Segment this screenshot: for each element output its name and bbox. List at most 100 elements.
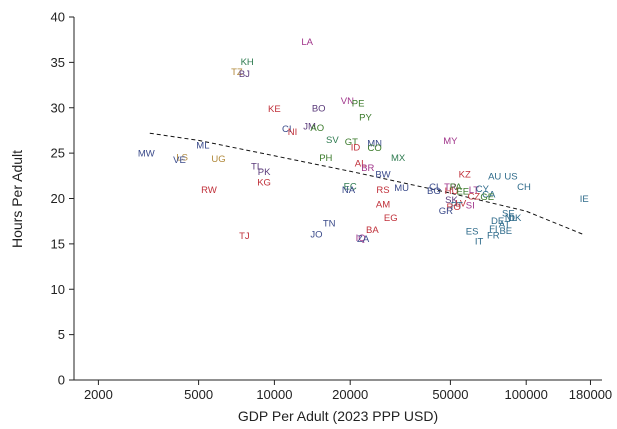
point-label-jo: JO [310,229,322,240]
point-label-dk: DK [508,213,522,224]
point-label-ve: VE [173,155,186,166]
point-label-se: SE [502,209,515,220]
point-label-ec: EC [344,181,357,192]
point-label-it: IT [475,237,484,248]
point-label-bg: BG [427,186,441,197]
point-label-pt: PT [451,200,463,211]
point-label-fi: FI [489,224,497,235]
x-tick-label: 20000 [332,387,368,402]
y-tick-label: 25 [51,146,65,161]
y-tick-label: 35 [51,55,65,70]
point-label-kg: KG [257,178,271,189]
point-label-ba: BA [366,225,379,236]
point-label-de: DE [491,216,504,227]
point-label-bj: BJ [239,69,250,80]
point-label-sv: SV [326,135,339,146]
plot-area [74,17,602,380]
point-label-vn: VN [341,96,354,107]
point-label-mw: MW [138,149,155,160]
point-label-pa: PA [450,182,463,193]
point-label-nl: NL [505,213,517,224]
x-tick-label: 10000 [256,387,292,402]
point-label-tr: TR [444,182,457,193]
axes-layer: 0 5 10 15 20 25 30 35 40 2000 5000 10000 20000 50000 1… [51,10,613,403]
point-label-bw: BW [375,170,390,181]
point-label-id: ID [351,142,361,153]
point-label-jm: JM [303,121,316,132]
point-label-lv: LV [455,199,467,210]
point-label-cz: CZ [468,191,481,202]
point-label-ee: EE [456,187,469,198]
fit-line-layer [149,132,585,236]
point-label-na: NA [342,185,356,196]
point-label-lt: LT [469,185,480,196]
y-tick-label: 15 [51,236,65,251]
point-label-mu: MU [394,183,409,194]
point-label-us: US [504,171,517,182]
point-label-al: AL [355,159,367,170]
point-label-at: AT [499,219,511,230]
x-tick-label: 180000 [569,387,612,402]
point-label-hu: HU [445,186,459,197]
point-label-bo: BO [312,103,326,114]
point-label-gr: GR [439,206,453,217]
y-tick-label: 10 [51,282,65,297]
point-label-tz: TZ [231,67,243,78]
y-tick-label: 0 [58,373,65,388]
point-label-fr: FR [487,230,500,241]
point-label-iq: IQ [356,233,366,244]
point-label-ch: CH [517,182,531,193]
point-label-es: ES [466,227,479,238]
point-label-eg: EG [384,213,398,224]
point-label-pk: PK [258,167,271,178]
y-tick-label: 40 [51,10,65,25]
x-tick-label: 5000 [184,387,213,402]
point-label-ro: RO [446,202,460,213]
fit-line [149,132,585,236]
point-label-am: AM [376,199,390,210]
point-label-pe: PE [352,99,365,110]
point-label-ke: KE [268,104,281,115]
point-label-tn: TN [323,219,336,230]
y-tick-label: 30 [51,100,65,115]
y-axis-title: Hours Per Adult [9,150,25,248]
point-label-ci: CI [282,124,292,135]
point-label-py: PY [359,112,372,123]
point-label-ph: PH [319,153,332,164]
point-label-ao: AO [310,123,324,134]
point-label-kh: KH [241,57,254,68]
x-axis-title: GDP Per Adult (2023 PPP USD) [238,408,438,424]
point-label-mn: MN [367,139,382,150]
point-label-tj: TJ [239,231,250,242]
point-label-rs: RS [376,185,389,196]
point-label-rw: RW [201,185,217,196]
point-label-my: MY [443,136,458,147]
point-label-mx: MX [391,153,406,164]
point-label-cl: CL [429,182,441,193]
point-label-kz: KZ [459,170,471,181]
point-label-ls: LS [176,152,188,163]
point-label-ca: CA [482,190,496,201]
point-label-br: BR [361,163,374,174]
point-label-si: SI [466,200,475,211]
point-label-ni: NI [288,127,298,138]
point-label-ml: ML [196,141,209,152]
y-tick-label: 20 [51,191,65,206]
point-label-sk: SK [445,195,458,206]
point-label-la: LA [301,37,313,48]
point-label-cy: CY [476,184,490,195]
y-tick-label: 5 [58,327,65,342]
point-label-gt: GT [345,137,358,148]
point-label-ug: UG [211,154,225,165]
point-label-co: CO [367,143,381,154]
point-label-za: ZA [357,234,370,245]
x-tick-label: 50000 [432,387,468,402]
point-label-ie: IE [580,194,589,205]
point-label-tl: TL [251,161,262,172]
x-tick-label: 2000 [84,387,113,402]
point-label-au: AU [488,171,501,182]
point-label-be: BE [499,226,512,237]
point-label-ge: GE [480,192,494,203]
